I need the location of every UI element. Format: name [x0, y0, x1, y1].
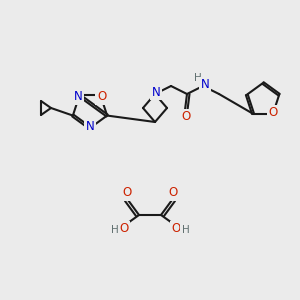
- Text: O: O: [268, 106, 278, 119]
- Text: O: O: [171, 223, 181, 236]
- Text: O: O: [119, 223, 129, 236]
- Text: H: H: [182, 225, 190, 235]
- Text: N: N: [74, 90, 83, 103]
- Text: O: O: [168, 187, 178, 200]
- Text: O: O: [181, 110, 190, 124]
- Text: N: N: [152, 85, 160, 98]
- Text: N: N: [85, 121, 94, 134]
- Text: O: O: [122, 187, 132, 200]
- Text: H: H: [194, 73, 202, 83]
- Text: H: H: [111, 225, 119, 235]
- Text: O: O: [97, 90, 106, 103]
- Text: N: N: [201, 79, 209, 92]
